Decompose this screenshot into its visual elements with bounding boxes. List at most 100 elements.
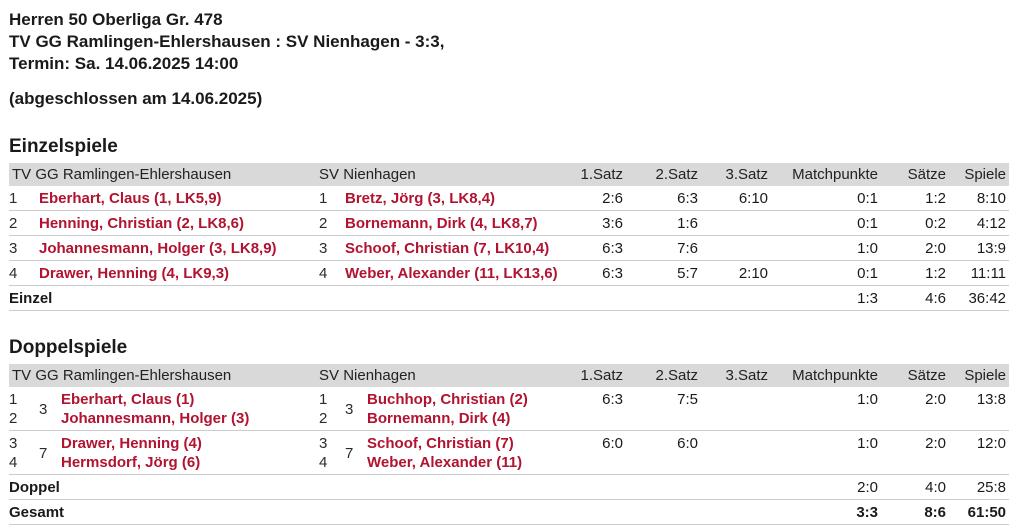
set2-score: 5:7 [626,260,702,286]
guest-positions: 3 4 [319,430,346,475]
home-position-bottom: 4 [9,454,18,471]
games-column-header: Spiele [949,364,1010,387]
doubles-table: TV GG Ramlingen-Ehlershausen SV Nienhage… [9,364,1010,525]
set2-column-header: 2.Satz [626,163,702,186]
set2-score: 7:5 [626,387,702,431]
set3-score: 2:10 [701,260,772,286]
home-player-link[interactable]: Johannesmann, Holger (3, LK8,9) [39,240,277,257]
set1-score: 3:6 [561,210,627,236]
guest-position-top: 1 [319,391,328,408]
sets-score: 1:2 [881,186,950,211]
matchpoints-column-header: Matchpunkte [771,163,882,186]
home-position: 1 [9,186,39,211]
singles-table-header-row: TV GG Ramlingen-Ehlershausen SV Nienhage… [9,163,1010,186]
singles-total-sets: 4:6 [881,285,950,311]
overall-total-games: 61:50 [949,499,1010,525]
sets-column-header: Sätze [881,163,950,186]
overall-total-row: Gesamt 3:3 8:6 61:50 [9,499,1010,525]
set3-score [701,210,772,236]
singles-row-2: 2 Henning, Christian (2, LK8,6) 2 Bornem… [9,210,1010,236]
overall-total-label: Gesamt [9,499,772,525]
guest-player-link[interactable]: Bornemann, Dirk (4, LK8,7) [345,215,538,232]
page-header: Herren 50 Oberliga Gr. 478 TV GG Ramling… [9,9,1009,75]
guest-player-link[interactable]: Buchhop, Christian (2) [367,391,528,408]
doubles-total-games: 25:8 [949,474,1010,500]
guest-player-link[interactable]: Bretz, Jörg (3, LK8,4) [345,190,496,207]
overall-total-sets: 8:6 [881,499,950,525]
home-player-link[interactable]: Drawer, Henning (4, LK9,3) [39,265,230,282]
doubles-total-sets: 4:0 [881,474,950,500]
home-positions: 3 4 [9,430,39,475]
home-player-link[interactable]: Henning, Christian (2, LK8,6) [39,215,245,232]
guest-player-link[interactable]: Schoof, Christian (7, LK10,4) [345,240,550,257]
games-score: 13:8 [949,387,1010,431]
league-title: Herren 50 Oberliga Gr. 478 [9,10,223,29]
matchpoints-score: 1:0 [771,387,882,431]
set2-score: 7:6 [626,235,702,261]
set3-score [701,430,772,475]
home-player-link[interactable]: Eberhart, Claus (1, LK5,9) [39,190,222,207]
home-team-header: TV GG Ramlingen-Ehlershausen [9,163,320,186]
singles-total-matchpoints: 1:3 [771,285,882,311]
set3-column-header: 3.Satz [701,163,772,186]
home-team-header: TV GG Ramlingen-Ehlershausen [9,364,320,387]
matchpoints-score: 0:1 [771,260,882,286]
doubles-row-1: 1 2 3 Eberhart, Claus (1) Johannesmann, … [9,387,1010,431]
doubles-table-header-row: TV GG Ramlingen-Ehlershausen SV Nienhage… [9,364,1010,387]
doubles-row-2: 3 4 7 Drawer, Henning (4) Hermsdorf, Jör… [9,430,1010,475]
home-player-link[interactable]: Hermsdorf, Jörg (6) [61,454,201,471]
guest-player-link[interactable]: Weber, Alexander (11, LK13,6) [345,265,558,282]
home-position-top: 1 [9,391,18,408]
match-pairing-title: TV GG Ramlingen-Ehlershausen : SV Nienha… [9,32,445,51]
sets-score: 2:0 [881,430,950,475]
matchpoints-score: 1:0 [771,430,882,475]
set1-score: 6:3 [561,235,627,261]
games-score: 4:12 [949,210,1010,236]
set2-column-header: 2.Satz [626,364,702,387]
singles-heading: Einzelspiele [9,136,118,157]
sets-score: 2:0 [881,235,950,261]
home-player-link[interactable]: Eberhart, Claus (1) [61,391,195,408]
guest-player-link[interactable]: Weber, Alexander (11) [367,454,523,471]
matchpoints-score: 0:1 [771,210,882,236]
singles-total-row: Einzel 1:3 4:6 36:42 [9,285,1010,311]
sets-score: 0:2 [881,210,950,236]
set2-score: 6:0 [626,430,702,475]
match-date: Termin: Sa. 14.06.2025 14:00 [9,54,239,73]
guest-team-header: SV Nienhagen [319,163,562,186]
doubles-total-row: Doppel 2:0 4:0 25:8 [9,474,1010,500]
set1-score: 6:3 [561,260,627,286]
set1-column-header: 1.Satz [561,364,627,387]
sets-score: 2:0 [881,387,950,431]
guest-player-link[interactable]: Schoof, Christian (7) [367,435,514,452]
set2-score: 1:6 [626,210,702,236]
games-column-header: Spiele [949,163,1010,186]
set3-column-header: 3.Satz [701,364,772,387]
home-position: 3 [9,235,39,261]
games-score: 11:11 [949,260,1010,286]
guest-position: 2 [319,210,346,236]
guest-player-link[interactable]: Bornemann, Dirk (4) [367,410,511,427]
guest-position: 4 [319,260,346,286]
set1-column-header: 1.Satz [561,163,627,186]
home-player-link[interactable]: Johannesmann, Holger (3) [61,410,250,427]
home-position: 2 [9,210,39,236]
sets-score: 1:2 [881,260,950,286]
set1-score: 6:3 [561,387,627,431]
games-score: 12:0 [949,430,1010,475]
set1-score: 6:0 [561,430,627,475]
doubles-total-matchpoints: 2:0 [771,474,882,500]
set1-score: 2:6 [561,186,627,211]
games-score: 8:10 [949,186,1010,211]
set3-score [701,387,772,431]
home-positions: 1 2 [9,387,39,431]
home-player-link[interactable]: Drawer, Henning (4) [61,435,202,452]
games-score: 13:9 [949,235,1010,261]
home-pair-number: 3 [39,400,48,418]
doubles-total-label: Doppel [9,474,772,500]
guest-positions: 1 2 [319,387,346,431]
guest-pair-number: 7 [345,444,354,462]
set3-score: 6:10 [701,186,772,211]
guest-pair-number: 3 [345,400,354,418]
